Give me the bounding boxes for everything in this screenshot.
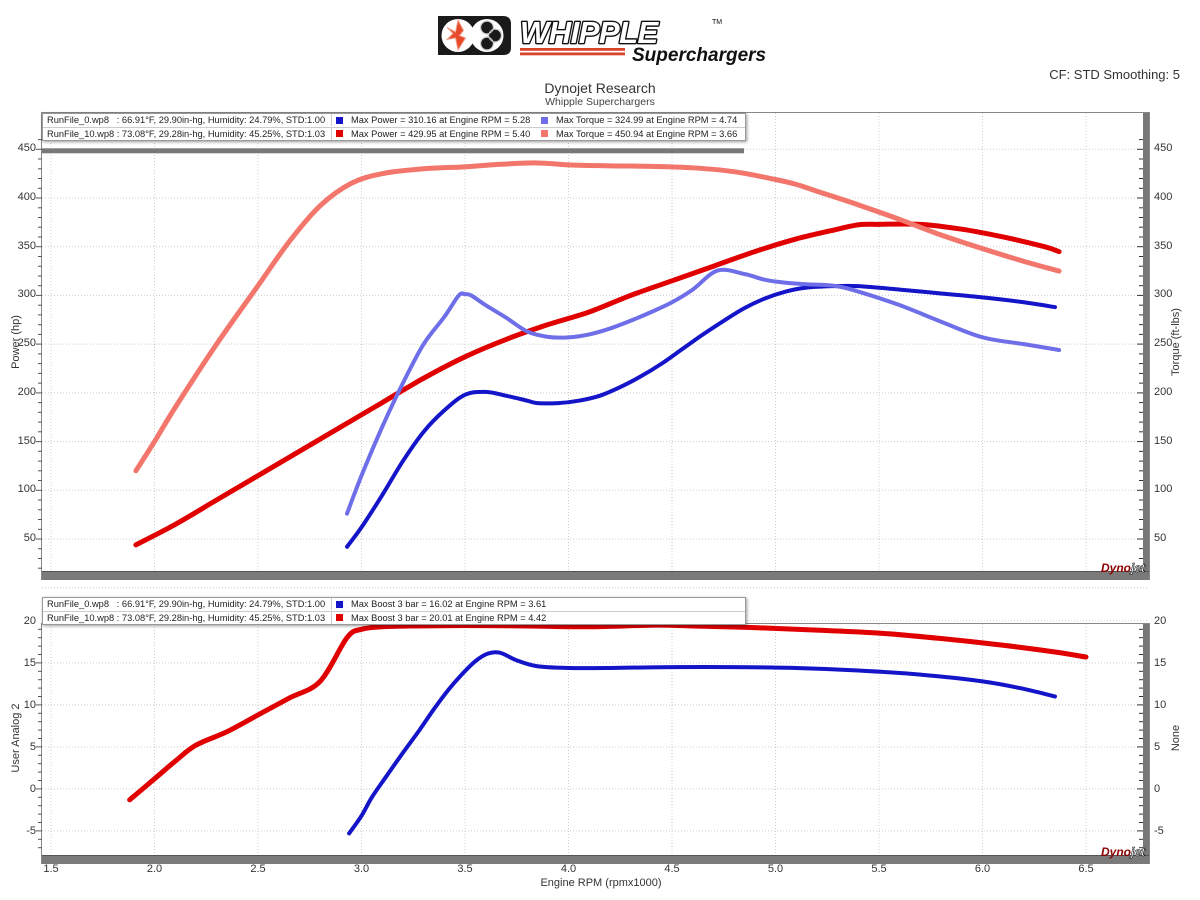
svg-text:TM: TM (712, 19, 722, 26)
svg-text:Superchargers: Superchargers (632, 45, 766, 65)
